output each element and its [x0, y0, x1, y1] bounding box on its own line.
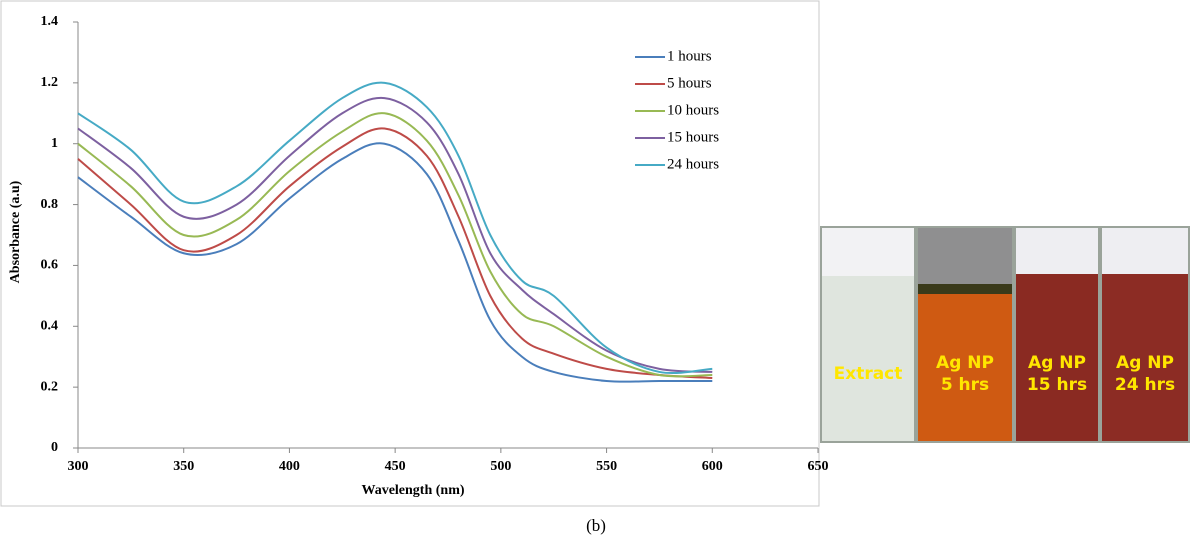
y-tick-label: 0 [51, 440, 58, 455]
y-tick-label: 0.2 [41, 379, 59, 394]
x-tick-label: 350 [173, 459, 194, 474]
vial-label: 5 hrs [941, 375, 989, 395]
y-axis-label: Absorbance (a.u) [8, 180, 23, 283]
legend-label: 10 hours [667, 102, 719, 118]
x-tick-label: 600 [702, 459, 723, 474]
x-tick-label: 400 [279, 459, 300, 474]
y-tick-label: 1 [51, 136, 58, 151]
vial-label: 15 hrs [1027, 375, 1087, 395]
legend-label: 1 hours [667, 48, 712, 64]
series-line [77, 127, 713, 380]
y-tick-label: 1.4 [41, 14, 59, 29]
vial-cap [1016, 228, 1098, 274]
x-tick-label: 550 [596, 459, 617, 474]
x-tick-label: 450 [385, 459, 406, 474]
legend-label: 15 hours [667, 129, 719, 145]
x-tick-label: 650 [808, 459, 829, 474]
vial-label: Ag NP [1028, 353, 1086, 373]
chart-frame [0, 0, 820, 507]
vial-meniscus [918, 284, 1012, 294]
y-tick-label: 0.8 [41, 197, 59, 212]
y-tick-label: 0.6 [41, 258, 59, 273]
caption: (b) [586, 516, 606, 535]
vial-top [918, 228, 1012, 284]
series-line [77, 112, 713, 378]
vial-label: 24 hrs [1115, 375, 1175, 395]
legend-label: 5 hours [667, 75, 712, 91]
series-line [77, 81, 713, 375]
vial-cap [1102, 228, 1188, 274]
y-tick-label: 1.2 [41, 75, 59, 90]
vial-label: Ag NP [936, 353, 994, 373]
vial-photo [820, 226, 1190, 443]
x-tick-label: 300 [68, 459, 89, 474]
x-axis-label: Wavelength (nm) [361, 483, 464, 498]
series-line [77, 142, 713, 383]
vial-label: Extract [834, 364, 903, 384]
vial-label: Ag NP [1116, 353, 1174, 373]
legend-label: 24 hours [667, 156, 719, 172]
vial-cap [822, 228, 914, 276]
series-line [77, 96, 713, 373]
y-tick-label: 0.4 [41, 319, 59, 334]
x-tick-label: 500 [490, 459, 511, 474]
